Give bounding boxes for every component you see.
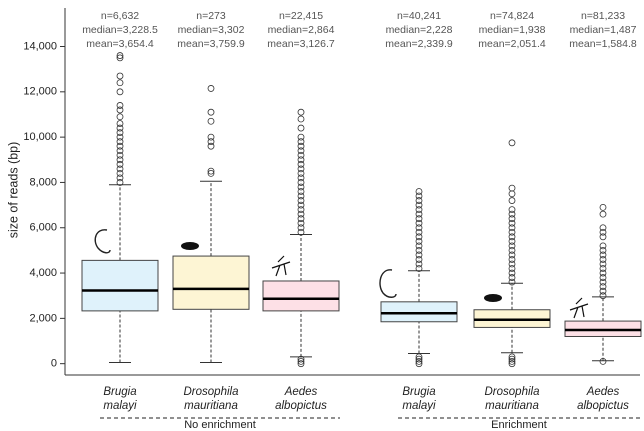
category-line: malayi (103, 400, 137, 412)
worm-icon (380, 270, 396, 297)
category-label: Drosophila mauritiana (485, 386, 540, 412)
stat-label: n=74,824 (490, 10, 534, 22)
outlier (117, 114, 123, 120)
category-label: Brugia malayi (103, 386, 137, 412)
stat-label: median=2,864 (268, 24, 335, 36)
outlier (117, 73, 123, 79)
outlier (117, 89, 123, 95)
y-tick-label: 0 (51, 358, 57, 370)
stat-label: median=3,228.5 (82, 24, 158, 36)
worm-icon (95, 230, 110, 253)
category-line: Brugia (402, 386, 435, 398)
category-line: Drosophila (184, 386, 239, 398)
stat-label: n=6,632 (101, 10, 139, 22)
stat-label: n=22,415 (279, 10, 323, 22)
chart: size of reads (bp) 0 2,000 4,000 6,000 8,000… (0, 0, 644, 431)
stat-label: n=81,233 (581, 10, 625, 22)
category-label: Brugia malayi (402, 386, 436, 412)
box (263, 281, 339, 311)
outlier (600, 204, 606, 210)
stat-label: median=1,938 (479, 24, 546, 36)
outlier (298, 116, 304, 122)
outlier (208, 109, 214, 115)
outlier (208, 134, 214, 140)
box (82, 260, 158, 311)
category-line: mauritiana (184, 400, 238, 412)
outlier (117, 121, 123, 127)
y-tick-label: 10,000 (23, 131, 57, 143)
stat-label: mean=3,654.4 (86, 38, 154, 50)
y-tick-label: 2,000 (29, 312, 57, 324)
category-line: Aedes (284, 386, 318, 398)
stat-label: median=1,487 (570, 24, 637, 36)
category-line: Brugia (103, 386, 136, 398)
category-label: Drosophila mauritiana (184, 386, 239, 412)
box (381, 302, 457, 322)
outlier (509, 191, 515, 197)
stat-label: n=273 (196, 10, 226, 22)
y-tick-label: 14,000 (23, 40, 57, 52)
stat-label: median=3,302 (178, 24, 245, 36)
mosquito-icon (272, 256, 290, 276)
outlier (509, 185, 515, 191)
outlier (509, 207, 515, 213)
stat-label: mean=3,759.9 (177, 38, 245, 50)
y-tick-label: 8,000 (29, 176, 57, 188)
category-label: Aedes albopictus (275, 386, 327, 412)
fly-icon (484, 294, 502, 302)
outlier (117, 80, 123, 86)
outlier (600, 225, 606, 231)
y-axis-label: size of reads (bp) (6, 142, 20, 239)
category-line: malayi (402, 400, 436, 412)
outlier (600, 243, 606, 249)
stat-label: mean=3,126.7 (267, 38, 335, 50)
outlier (600, 211, 606, 217)
outlier (298, 134, 304, 140)
outlier (298, 109, 304, 115)
category-line: albopictus (577, 400, 629, 412)
fly-icon (181, 242, 199, 250)
stat-label: mean=2,051.4 (478, 38, 546, 50)
category-line: Drosophila (485, 386, 540, 398)
category-label: Aedes albopictus (577, 386, 629, 412)
stat-label: median=2,228 (386, 24, 453, 36)
category-line: Aedes (586, 386, 620, 398)
outlier (298, 125, 304, 131)
mosquito-icon (570, 298, 588, 318)
outlier (117, 102, 123, 108)
stat-label: mean=2,339.9 (385, 38, 453, 50)
y-tick-label: 6,000 (29, 222, 57, 234)
y-tick-label: 12,000 (23, 86, 57, 98)
outlier (416, 189, 422, 195)
outlier (208, 118, 214, 124)
category-line: albopictus (275, 400, 327, 412)
outlier (208, 85, 214, 91)
stat-label: mean=1,584.8 (569, 38, 637, 50)
category-line: mauritiana (485, 400, 539, 412)
stat-label: n=40,241 (397, 10, 441, 22)
outlier (509, 198, 515, 204)
outlier (509, 140, 515, 146)
group-label: No enrichment (184, 419, 256, 431)
box (173, 256, 249, 309)
y-tick-label: 4,000 (29, 267, 57, 279)
group-label: Enrichment (491, 419, 547, 431)
